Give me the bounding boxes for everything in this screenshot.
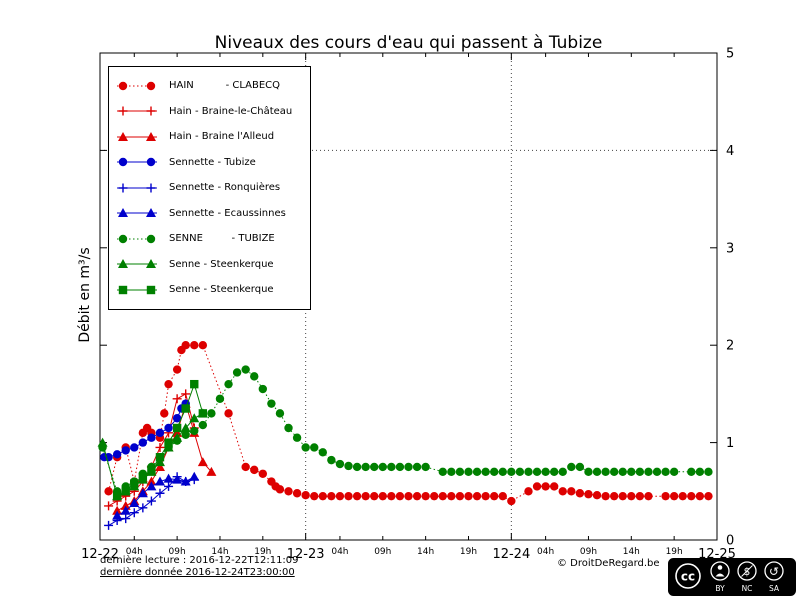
triangle-marker-sample-icon [117,208,157,218]
last-data-text: dernière donnée 2016-12-24T23:00:00 [100,566,295,578]
last-reading-text: dernière lecture : 2016-12-22T12:11:09 [100,555,299,566]
svg-text:4: 4 [726,144,734,159]
plus-marker-sample-icon [117,106,157,116]
svg-text:BY: BY [715,584,725,593]
svg-text:19h: 19h [666,547,683,557]
legend-item-label: HAIN - CLABECQ [169,80,281,92]
legend-item: Senne - Steenkerque [114,277,310,303]
circle-marker-sample-icon [117,234,157,243]
legend-item-label: Hain - Braine l'Alleud [169,131,275,143]
cc-license-badge: cc $ ↺ BY NC SA [668,558,796,596]
legend-item-label: Sennette - Tubize [169,156,256,168]
svg-text:SA: SA [769,584,780,593]
legend-item: Sennette - Ecaussinnes [114,201,310,227]
svg-text:14h: 14h [623,547,640,557]
square-marker-sample-icon [117,285,157,294]
svg-text:12-22: 12-22 [81,547,119,562]
legend-item-label: Senne - Steenkerque [169,284,274,296]
legend-item-label: Sennette - Ecaussinnes [169,207,286,219]
circle-marker-sample-icon [117,158,157,167]
svg-text:09h: 09h [580,547,597,557]
svg-text:NC: NC [742,584,753,593]
chart-legend: HAIN - CLABECQ Hain - Braine-le-Château Ha… [108,66,311,310]
plus-marker-sample-icon [117,183,157,193]
chart-title: Niveaux des cours d'eau qui passent à Tu… [214,33,603,53]
svg-text:12-23: 12-23 [287,547,325,562]
svg-text:09h: 09h [169,547,186,557]
legend-item-label: SENNE - TUBIZE [169,233,275,245]
svg-text:04h: 04h [331,547,348,557]
svg-text:04h: 04h [537,547,554,557]
svg-text:3: 3 [726,241,734,256]
svg-text:↺: ↺ [769,565,779,579]
svg-text:$: $ [744,566,751,578]
svg-text:19h: 19h [254,547,271,557]
triangle-marker-sample-icon [117,131,157,141]
legend-item-label: Hain - Braine-le-Château [169,105,293,117]
svg-text:19h: 19h [460,547,477,557]
footer-meta: dernière lecture : 2016-12-22T12:11:09 d… [100,555,299,578]
legend-item: Sennette - Ronquières [114,175,310,201]
circle-marker-sample-icon [117,81,157,90]
svg-text:0: 0 [726,534,734,549]
svg-text:2: 2 [726,339,734,354]
legend-item: Hain - Braine-le-Château [114,99,310,125]
legend-item: Hain - Braine l'Alleud [114,124,310,150]
legend-item-label: Senne - Steenkerque [169,258,274,270]
svg-text:09h: 09h [374,547,391,557]
svg-text:1: 1 [726,436,734,451]
legend-item: Senne - Steenkerque [114,252,310,278]
legend-item: HAIN - CLABECQ [114,73,310,99]
copyright-text: © DroitDeRegard.be [557,558,660,569]
svg-text:04h: 04h [126,547,143,557]
triangle-marker-sample-icon [117,259,157,269]
legend-item: Sennette - Tubize [114,150,310,176]
svg-text:5: 5 [726,47,734,62]
svg-text:14h: 14h [417,547,434,557]
legend-item-label: Sennette - Ronquières [169,182,281,194]
svg-text:12-24: 12-24 [492,547,530,562]
svg-text:14h: 14h [211,547,228,557]
svg-text:cc: cc [681,570,695,584]
legend-item: SENNE - TUBIZE [114,226,310,252]
